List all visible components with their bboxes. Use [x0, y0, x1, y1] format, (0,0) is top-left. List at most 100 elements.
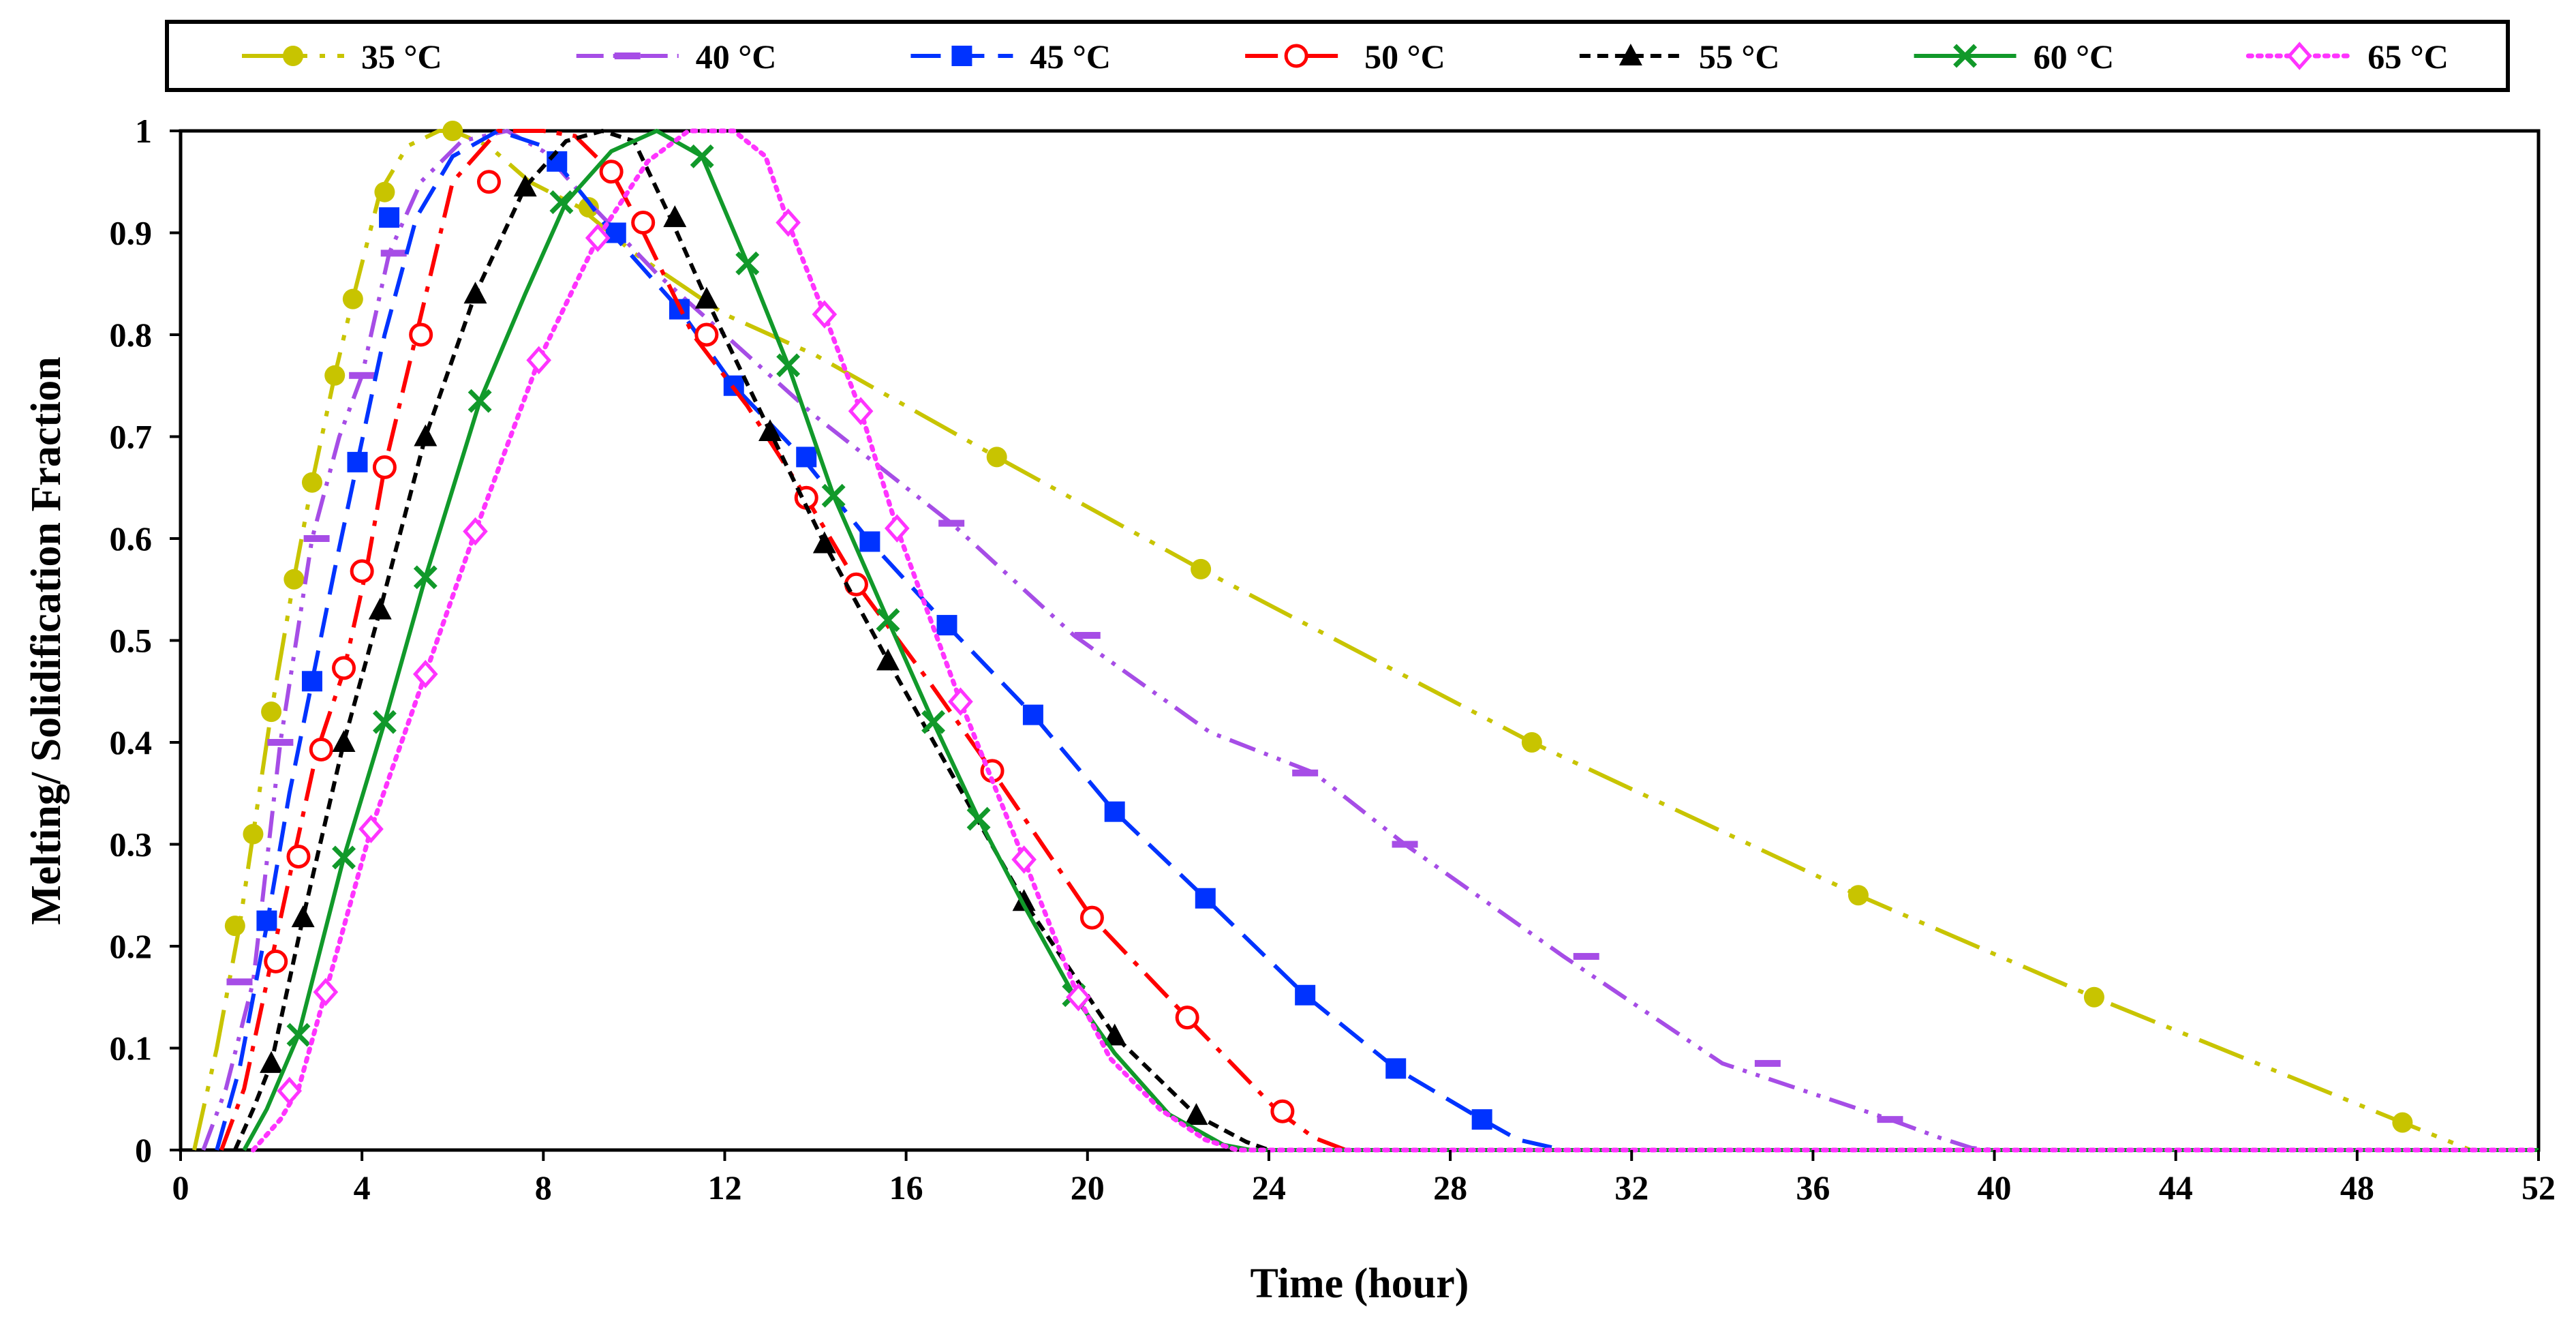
x-axis: 0 4 8 12 16 20 24 28 32 36 40 44 48 52 — [172, 1150, 2556, 1207]
data-point-55-c-12 — [1012, 889, 1036, 911]
legend-label-50-c: 50 °C — [1364, 37, 1445, 76]
data-point-35-c-6 — [342, 288, 363, 309]
legend-entry-55-c: 55 °C — [1579, 37, 1779, 76]
series-35-c — [192, 121, 2539, 1152]
data-point-40-c-9 — [1573, 952, 1599, 960]
data-point-55-c-3 — [368, 597, 392, 620]
data-point-55-c-6 — [513, 175, 537, 197]
data-point-45-c-9 — [859, 531, 880, 552]
series-50-c — [219, 129, 2539, 1152]
data-point-35-c-13 — [1847, 885, 1869, 906]
series-65-c — [251, 128, 2541, 1153]
data-point-50-c-3 — [332, 656, 356, 680]
data-point-45-c-10 — [936, 615, 957, 636]
data-point-45-c-3 — [379, 207, 400, 228]
y-tick-label-0-5: 0.5 — [110, 622, 153, 660]
series-55-c — [233, 129, 2539, 1152]
series-line-40-c — [201, 129, 2539, 1152]
legend-marker-35-c — [283, 46, 303, 66]
data-point-35-c-14 — [2083, 986, 2104, 1008]
data-point-35-c-5 — [324, 365, 346, 386]
data-point-35-c-0 — [224, 916, 245, 937]
data-point-60-c-12 — [966, 806, 991, 831]
legend-entry-50-c: 50 °C — [1245, 37, 1445, 76]
legend-label-60-c: 60 °C — [2034, 37, 2115, 76]
data-point-65-c-7 — [776, 208, 801, 237]
data-point-40-c-10 — [1754, 1059, 1781, 1067]
legend-label-40-c: 40 °C — [696, 37, 777, 76]
data-point-60-c-1 — [332, 845, 356, 870]
data-point-35-c-2 — [261, 701, 282, 723]
data-point-45-c-2 — [347, 451, 368, 472]
x-tick-label-24: 24 — [1252, 1168, 1286, 1207]
data-point-40-c-6 — [1074, 632, 1101, 639]
data-point-65-c-13 — [1066, 982, 1091, 1012]
data-point-35-c-4 — [301, 472, 322, 493]
data-point-55-c-8 — [694, 286, 718, 309]
legend-entry-60-c: 60 °C — [1914, 37, 2115, 76]
x-tick-label-20: 20 — [1071, 1168, 1105, 1207]
series-line-55-c — [233, 129, 2539, 1152]
data-point-65-c-0 — [277, 1076, 303, 1106]
x-tick-label-8: 8 — [535, 1168, 552, 1207]
data-point-35-c-1 — [243, 823, 264, 845]
data-point-65-c-5 — [526, 346, 551, 375]
data-point-50-c-2 — [309, 737, 333, 761]
data-point-35-c-8 — [442, 121, 463, 141]
x-tick-label-36: 36 — [1796, 1168, 1830, 1207]
data-point-35-c-3 — [283, 569, 305, 590]
data-point-50-c-4 — [350, 559, 374, 584]
data-point-40-c-11 — [1877, 1116, 1903, 1123]
x-tick-label-32: 32 — [1614, 1168, 1649, 1207]
series-40-c — [201, 129, 2539, 1152]
data-point-40-c-3 — [349, 372, 375, 379]
x-tick-label-4: 4 — [354, 1168, 371, 1207]
data-point-65-c-11 — [948, 687, 973, 716]
series-line-50-c — [219, 129, 2539, 1152]
data-point-35-c-9 — [578, 197, 599, 218]
data-point-60-c-10 — [876, 608, 900, 633]
legend-marker-60-c — [1953, 44, 1978, 68]
data-point-45-c-5 — [605, 222, 626, 243]
data-point-40-c-7 — [1292, 769, 1319, 776]
data-point-50-c-5 — [372, 455, 397, 479]
data-point-40-c-1 — [267, 739, 294, 746]
data-point-35-c-15 — [2392, 1112, 2413, 1133]
data-point-65-c-1 — [313, 978, 339, 1007]
data-point-50-c-0 — [264, 949, 288, 973]
series-line-45-c — [215, 129, 2539, 1152]
y-tick-label-0-3: 0.3 — [110, 826, 153, 864]
y-axis: 0 0.1 0.2 0.3 0.4 0.5 0.6 0.7 0.8 0.9 1 — [110, 112, 181, 1169]
data-point-55-c-9 — [758, 419, 782, 442]
data-point-50-c-8 — [599, 160, 624, 184]
data-point-50-c-10 — [694, 322, 719, 347]
series-45-c — [215, 129, 2539, 1152]
data-point-55-c-5 — [463, 282, 487, 304]
legend-label-35-c: 35 °C — [361, 37, 442, 76]
data-point-50-c-15 — [1175, 1006, 1199, 1030]
x-axis-title: Time (hour) — [1251, 1260, 1469, 1307]
data-point-50-c-16 — [1270, 1099, 1295, 1123]
legend: 35 °C 40 °C 45 °C 50 °C 55 °C 60 °C 65 °C — [165, 20, 2510, 92]
x-tick-label-0: 0 — [172, 1168, 189, 1207]
y-tick-label-0-9: 0.9 — [110, 214, 153, 252]
data-point-60-c-5 — [549, 190, 574, 215]
legend-marker-55-c — [1619, 44, 1642, 65]
data-point-60-c-3 — [413, 565, 438, 590]
data-point-65-c-2 — [358, 815, 384, 843]
data-point-65-c-8 — [812, 300, 838, 329]
data-point-45-c-11 — [1022, 704, 1043, 725]
data-point-50-c-7 — [476, 170, 501, 194]
data-point-45-c-0 — [256, 910, 277, 931]
legend-entry-45-c: 45 °C — [910, 37, 1111, 76]
series-60-c — [242, 129, 2539, 1152]
x-tick-label-52: 52 — [2521, 1168, 2556, 1207]
data-point-60-c-7 — [735, 251, 760, 275]
data-point-65-c-4 — [463, 517, 488, 546]
data-point-60-c-6 — [690, 144, 714, 168]
data-point-45-c-16 — [1471, 1109, 1492, 1130]
data-point-45-c-13 — [1195, 888, 1216, 909]
legend-label-45-c: 45 °C — [1030, 37, 1111, 76]
data-point-60-c-9 — [821, 483, 846, 508]
